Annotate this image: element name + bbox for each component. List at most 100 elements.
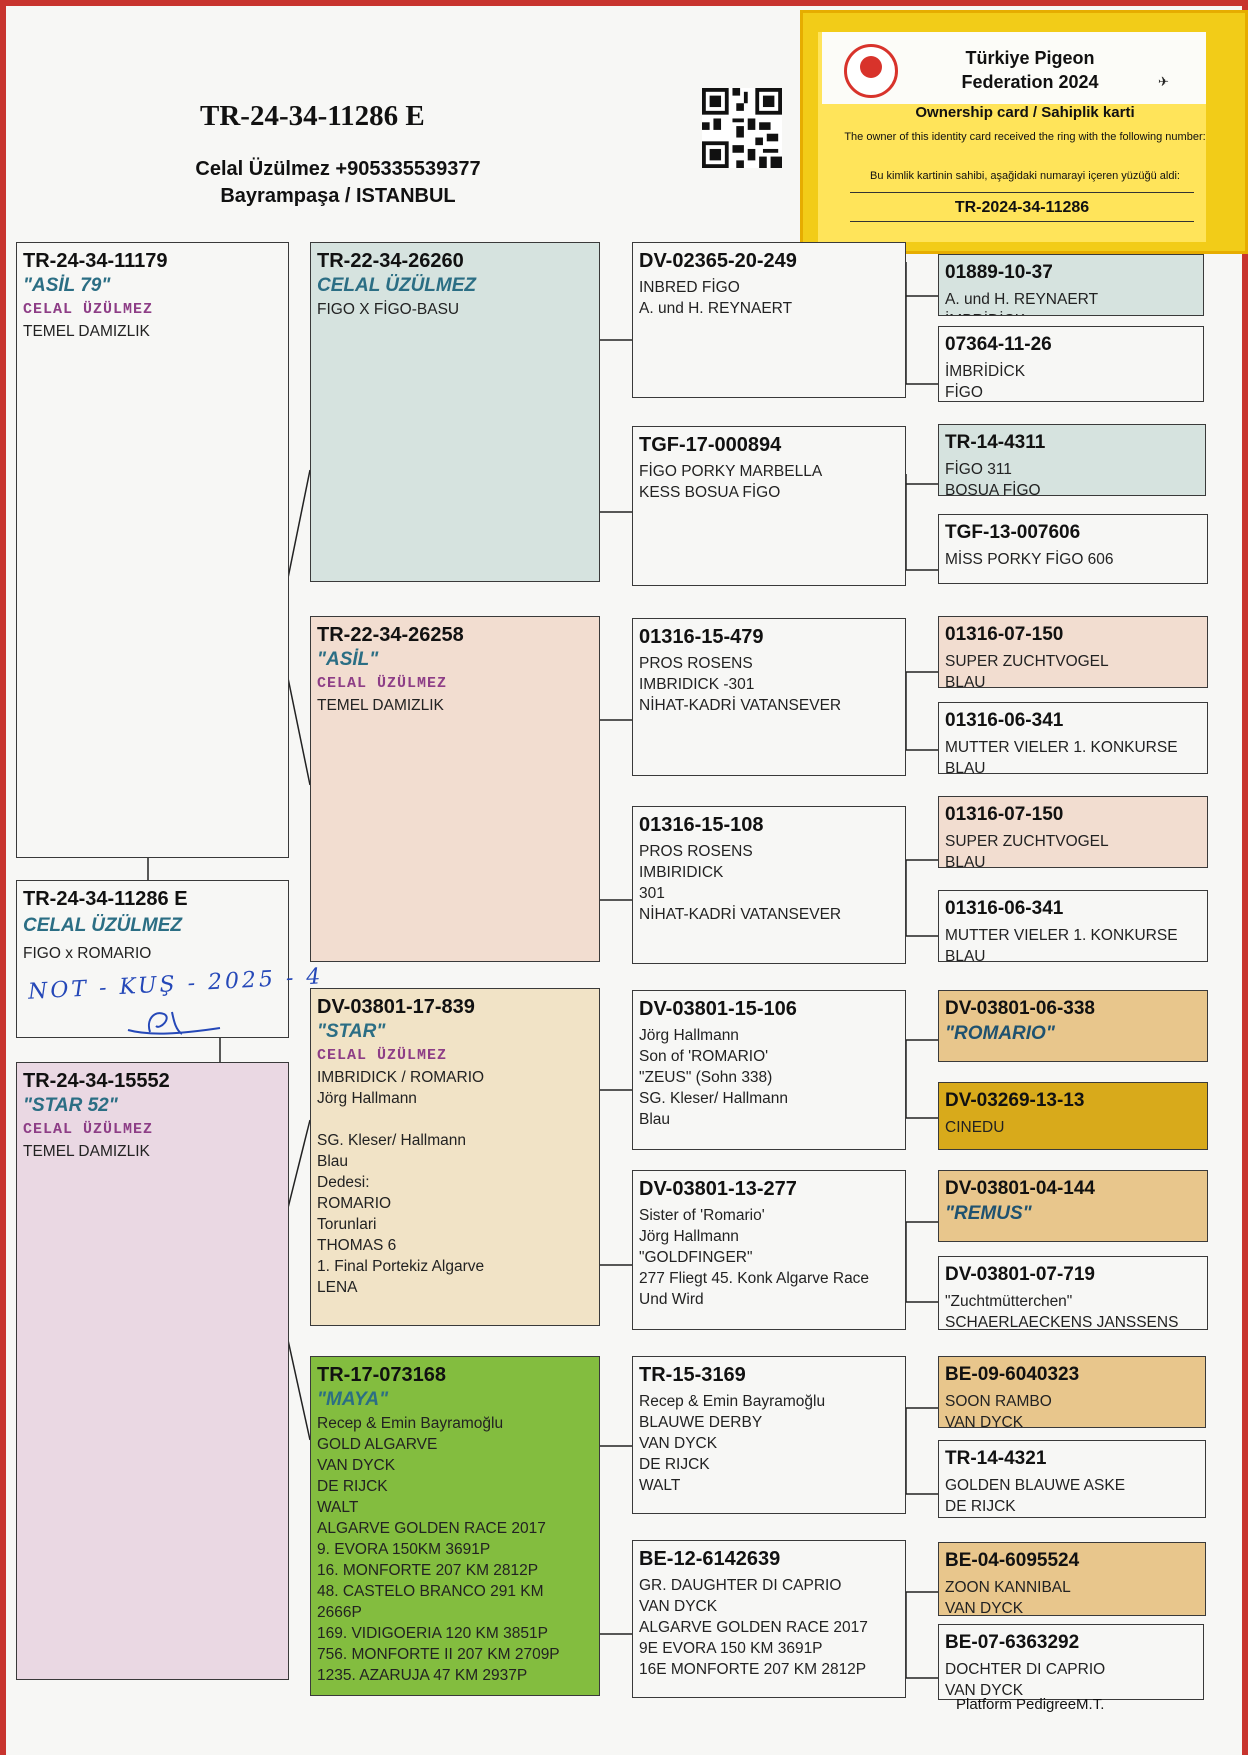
pigeon-notes: TEMEL DAMIZLIK [23, 1143, 150, 1160]
ancestor-card-6: 01316-06-341 MUTTER VIELER 1. KONKURSE B… [938, 702, 1208, 774]
pigeon-notes: PROS ROSENS IMBRIDICK -301 NİHAT-KADRİ V… [639, 655, 842, 714]
qr-code-icon [702, 88, 782, 168]
footer-credit: Platform PedigreeM.T. [956, 1696, 1105, 1713]
pigeon-name: "MAYA" [317, 1389, 389, 1410]
ring-number: TR-22-34-26258 [317, 624, 464, 646]
pigeon-notes: TEMEL DAMIZLIK [23, 323, 150, 340]
ring-number: TR-14-4321 [945, 1448, 1047, 1469]
pigeon-notes: Recep & Emin Bayramoğlu GOLD ALGARVE VAN… [317, 1415, 560, 1684]
great-grandparent-card-6: DV-03801-13-277 Sister of 'Romario' Jörg… [632, 1170, 906, 1330]
ancestor-card-7: 01316-07-150 SUPER ZUCHTVOGEL BLAU [938, 796, 1208, 868]
pigeon-notes: İMBRİDİCK FİGO [945, 363, 1026, 401]
pigeon-notes: FIGO x ROMARIO [23, 945, 152, 962]
pigeon-name: "ASİL" [317, 649, 379, 670]
grandparent-card-2: TR-22-34-26258 "ASİL" CELAL ÜZÜLMEZ TEME… [310, 616, 600, 962]
pigeon-notes: SOON RAMBO VAN DYCK [945, 1393, 1052, 1428]
pigeon-name: "ROMARIO" [945, 1023, 1055, 1044]
great-grandparent-card-1: DV-02365-20-249 INBRED FİGO A. und H. RE… [632, 242, 906, 398]
card-title: Ownership card / Sahiplik karti [915, 104, 1135, 121]
ring-number: BE-09-6040323 [945, 1364, 1080, 1385]
sire-card: TR-24-34-11179 "ASİL 79" CELAL ÜZÜLMEZ T… [16, 242, 289, 858]
owner-name-phone: Celal Üzülmez +905335539377 [195, 158, 481, 180]
ancestor-card-8: 01316-06-341 MUTTER VIELER 1. KONKURSE B… [938, 890, 1208, 962]
pigeon-notes: A. und H. REYNAERT İMBRİDİCK [945, 291, 1099, 315]
ring-number: 01316-07-150 [945, 624, 1064, 645]
ring-number: 01316-15-108 [639, 814, 764, 836]
owner-info: Celal Üzülmez +905335539377 Bayrampaşa /… [163, 156, 513, 210]
owner-location: Bayrampaşa / ISTANBUL [220, 185, 456, 207]
card-ring-number: TR-2024-34-11286 [850, 192, 1194, 222]
pigeon-notes: CINEDU [945, 1119, 1005, 1136]
pigeon-notes: SUPER ZUCHTVOGEL BLAU [945, 833, 1109, 868]
pigeon-notes: PROS ROSENS IMBIRIDICK 301 NİHAT-KADRİ V… [639, 843, 842, 923]
ring-number: TR-24-34-11286 E [23, 888, 188, 910]
pigeon-logo-icon: ✈ [1158, 74, 1169, 89]
ancestor-card-14: TR-14-4321 GOLDEN BLAUWE ASKE DE RIJCK [938, 1440, 1206, 1518]
ring-number: DV-03801-17-839 [317, 996, 475, 1018]
ring-number: TGF-13-007606 [945, 522, 1081, 543]
ring-number: DV-03801-06-338 [945, 998, 1095, 1019]
ring-number: 01316-06-341 [945, 710, 1064, 731]
ring-number: DV-03801-04-144 [945, 1178, 1095, 1199]
pigeon-notes: TEMEL DAMIZLIK [317, 697, 444, 714]
ring-number: DV-02365-20-249 [639, 250, 797, 272]
ancestor-card-9: DV-03801-06-338 "ROMARIO" [938, 990, 1208, 1062]
great-grandparent-card-3: 01316-15-479 PROS ROSENS IMBRIDICK -301 … [632, 618, 906, 776]
breeder-name: CELAL ÜZÜLMEZ [23, 301, 154, 318]
great-grandparent-card-4: 01316-15-108 PROS ROSENS IMBIRIDICK 301 … [632, 806, 906, 964]
ring-number: BE-04-6095524 [945, 1550, 1080, 1571]
page-title: TR-24-34-11286 E [200, 100, 425, 132]
ancestor-card-15: BE-04-6095524 ZOON KANNIBAL VAN DYCK [938, 1542, 1206, 1616]
subject-card: TR-24-34-11286 E CELAL ÜZÜLMEZ FIGO x RO… [16, 880, 289, 1038]
ring-number: 01316-07-150 [945, 804, 1064, 825]
ring-number: 01316-06-341 [945, 898, 1064, 919]
ancestor-card-5: 01316-07-150 SUPER ZUCHTVOGEL BLAU [938, 616, 1208, 688]
great-grandparent-card-7: TR-15-3169 Recep & Emin Bayramoğlu BLAUW… [632, 1356, 906, 1514]
great-grandparent-card-5: DV-03801-15-106 Jörg Hallmann Son of 'RO… [632, 990, 906, 1150]
ancestor-card-4: TGF-13-007606 MİSS PORKY FİGO 606 [938, 514, 1208, 584]
pigeon-name: CELAL ÜZÜLMEZ [317, 275, 477, 296]
ring-number: TGF-17-000894 [639, 434, 782, 456]
breeder-name: CELAL ÜZÜLMEZ [23, 1121, 154, 1138]
pigeon-notes: IMBRIDICK / ROMARIO Jörg Hallmann SG. Kl… [317, 1069, 485, 1296]
pigeon-notes: MUTTER VIELER 1. KONKURSE BLAU [945, 739, 1178, 774]
pigeon-notes: FİGO 311 BOSUA FİGO [945, 461, 1041, 496]
ring-number: DV-03801-13-277 [639, 1178, 797, 1200]
ancestor-card-10: DV-03269-13-13 CINEDU [938, 1082, 1208, 1150]
pigeon-notes: INBRED FİGO A. und H. REYNAERT [639, 279, 793, 317]
ancestor-card-12: DV-03801-07-719 "Zuchtmütterchen" SCHAER… [938, 1256, 1208, 1330]
ring-number: DV-03801-07-719 [945, 1264, 1095, 1285]
signature [127, 1011, 221, 1035]
ancestor-card-1: 01889-10-37 A. und H. REYNAERT İMBRİDİCK [938, 254, 1204, 316]
pigeon-notes: MİSS PORKY FİGO 606 [945, 551, 1114, 568]
federation-seal-icon [844, 44, 898, 98]
pigeon-name: "STAR 52" [23, 1095, 118, 1116]
ring-number: TR-24-34-11179 [23, 250, 168, 272]
ring-number: TR-14-4311 [945, 432, 1046, 453]
ancestor-card-11: DV-03801-04-144 "REMUS" [938, 1170, 1208, 1242]
great-grandparent-card-2: TGF-17-000894 FİGO PORKY MARBELLA KESS B… [632, 426, 906, 586]
grandparent-card-1: TR-22-34-26260 CELAL ÜZÜLMEZ FIGO X FİGO… [310, 242, 600, 582]
ring-number: 07364-11-26 [945, 334, 1052, 355]
pigeon-name: CELAL ÜZÜLMEZ [23, 915, 183, 936]
grandparent-card-4: TR-17-073168 "MAYA" Recep & Emin Bayramo… [310, 1356, 600, 1696]
ring-number: BE-07-6363292 [945, 1632, 1080, 1653]
ownership-card-content: Türkiye Pigeon Federation 2024 ✈ Ownersh… [800, 10, 1248, 254]
ring-number: 01316-15-479 [639, 626, 764, 648]
pigeon-name: "STAR" [317, 1021, 386, 1042]
card-text-tr: Bu kimlik kartinin sahibi, aşağidaki num… [870, 170, 1180, 182]
ring-number: TR-17-073168 [317, 1364, 446, 1386]
pigeon-notes: DOCHTER DI CAPRIO VAN DYCK [945, 1661, 1106, 1699]
pigeon-name: "ASİL 79" [23, 275, 111, 296]
ring-number: DV-03801-15-106 [639, 998, 797, 1020]
ring-number: TR-15-3169 [639, 1364, 746, 1386]
ring-number: 01889-10-37 [945, 262, 1053, 283]
pigeon-name: "REMUS" [945, 1203, 1032, 1224]
card-text-en: The owner of this identity card received… [844, 131, 1206, 143]
pigeon-notes: FIGO X FİGO-BASU [317, 301, 460, 318]
pigeon-notes: SUPER ZUCHTVOGEL BLAU [945, 653, 1109, 688]
ancestor-card-13: BE-09-6040323 SOON RAMBO VAN DYCK [938, 1356, 1206, 1428]
ancestor-card-16: BE-07-6363292 DOCHTER DI CAPRIO VAN DYCK [938, 1624, 1204, 1700]
breeder-name: CELAL ÜZÜLMEZ [317, 1047, 448, 1064]
